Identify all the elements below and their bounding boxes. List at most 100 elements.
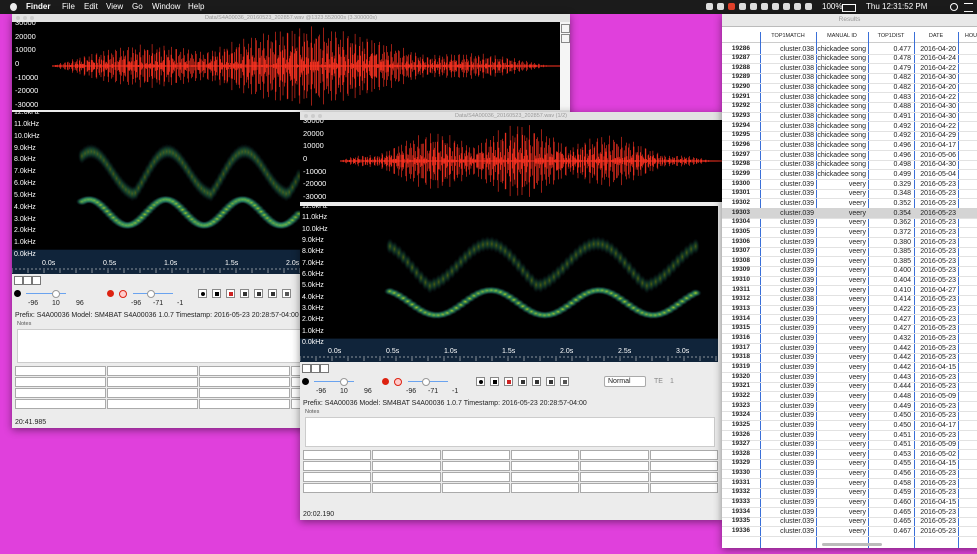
notes-field[interactable] (305, 417, 715, 447)
field-cell[interactable] (511, 461, 579, 471)
field-cell[interactable] (511, 483, 579, 493)
slider-knob[interactable] (147, 290, 155, 298)
field-cell[interactable] (199, 377, 290, 387)
field-cell[interactable] (650, 450, 718, 460)
field-cell[interactable] (580, 472, 648, 482)
manual-id: chickadee song (816, 94, 866, 101)
top1-match: cluster.039 (760, 422, 814, 429)
field-cell[interactable] (442, 461, 510, 471)
field-cell[interactable] (372, 483, 440, 493)
amp-tick-label: -10000 (303, 168, 326, 176)
play-dot[interactable] (382, 378, 389, 385)
view-button[interactable] (320, 364, 329, 373)
field-cell[interactable] (303, 483, 371, 493)
field-cell[interactable] (511, 472, 579, 482)
menu-item[interactable]: Finder (26, 3, 50, 11)
freq-tick-label: 9.0kHz (14, 145, 36, 152)
menu-item[interactable]: Window (152, 3, 180, 11)
zoom-in[interactable] (561, 24, 570, 33)
menu-item[interactable]: Edit (84, 3, 98, 11)
field-cell[interactable] (303, 461, 371, 471)
view-button[interactable] (302, 364, 311, 373)
manual-id: veery (816, 528, 866, 535)
field-cell[interactable] (107, 388, 198, 398)
field-cell[interactable] (303, 472, 371, 482)
top1-dist: 0.444 (868, 383, 911, 390)
field-cell[interactable] (442, 450, 510, 460)
field-cell[interactable] (15, 377, 106, 387)
tool-button[interactable] (226, 289, 235, 298)
view-button[interactable] (32, 276, 41, 285)
field-cell[interactable] (199, 366, 290, 376)
field-cell[interactable] (199, 388, 290, 398)
field-cell[interactable] (580, 483, 648, 493)
field-cell[interactable] (199, 399, 290, 409)
tool-button[interactable] (198, 289, 207, 298)
column-header[interactable]: HOU (958, 34, 977, 40)
field-cell[interactable] (442, 472, 510, 482)
field-cell[interactable] (372, 472, 440, 482)
harmonic-blob (690, 289, 702, 297)
field-cell[interactable] (15, 366, 106, 376)
field-cell[interactable] (15, 399, 106, 409)
menu-item[interactable]: View (106, 3, 123, 11)
tool-button[interactable] (546, 377, 555, 386)
field-cell[interactable] (580, 461, 648, 471)
stop-dot[interactable] (394, 378, 402, 386)
field-cell[interactable] (650, 472, 718, 482)
window-title: Data/S4A00036_20160523_202857.wav (1/2) (300, 114, 722, 120)
field-cell[interactable] (511, 450, 579, 460)
slider-knob[interactable] (52, 290, 60, 298)
tool-button[interactable] (476, 377, 485, 386)
field-cell[interactable] (580, 450, 648, 460)
tool-button[interactable] (268, 289, 277, 298)
record-dot[interactable] (302, 378, 309, 385)
status-icon (783, 3, 790, 10)
date: 2016-04-15 (914, 460, 956, 467)
manual-id: veery (816, 412, 866, 419)
column-header[interactable]: TOP1MATCH (760, 34, 816, 40)
field-cell[interactable] (650, 461, 718, 471)
view-button[interactable] (23, 276, 32, 285)
tool-button[interactable] (532, 377, 541, 386)
amp-tick-label: -10000 (15, 74, 38, 82)
manual-id: veery (816, 403, 866, 410)
tool-button[interactable] (490, 377, 499, 386)
view-button[interactable] (14, 276, 23, 285)
top1-match: cluster.039 (760, 277, 814, 284)
menu-item[interactable]: File (62, 3, 75, 11)
freq-tick-label: 12.0kHz (302, 206, 328, 210)
field-cell[interactable] (107, 377, 198, 387)
tool-button[interactable] (518, 377, 527, 386)
column-header[interactable]: DATE (914, 34, 958, 40)
field-cell[interactable] (15, 388, 106, 398)
field-cell[interactable] (650, 483, 718, 493)
field-cell[interactable] (442, 483, 510, 493)
field-cell[interactable] (107, 366, 198, 376)
column-header[interactable]: TOP1DIST (868, 34, 914, 40)
zoom-out[interactable] (561, 34, 570, 43)
manual-id: veery (816, 489, 866, 496)
tool-button[interactable] (504, 377, 513, 386)
column-header[interactable]: MANUAL ID (816, 34, 868, 40)
field-cell[interactable] (303, 450, 371, 460)
field-cell[interactable] (372, 461, 440, 471)
manual-id: veery (816, 432, 866, 439)
view-button[interactable] (311, 364, 320, 373)
date: 2016-04-30 (914, 74, 956, 81)
play-dot[interactable] (107, 290, 114, 297)
tool-button[interactable] (282, 289, 291, 298)
stop-dot[interactable] (119, 290, 127, 298)
tool-button[interactable] (240, 289, 249, 298)
menu-item[interactable]: Help (188, 3, 204, 11)
field-cell[interactable] (372, 450, 440, 460)
slider-knob[interactable] (340, 378, 348, 386)
field-cell[interactable] (107, 399, 198, 409)
record-dot[interactable] (14, 290, 21, 297)
slider-knob[interactable] (422, 378, 430, 386)
tool-button[interactable] (560, 377, 569, 386)
tool-button[interactable] (212, 289, 221, 298)
manual-id: veery (816, 345, 866, 352)
tool-button[interactable] (254, 289, 263, 298)
menu-item[interactable]: Go (132, 3, 143, 11)
